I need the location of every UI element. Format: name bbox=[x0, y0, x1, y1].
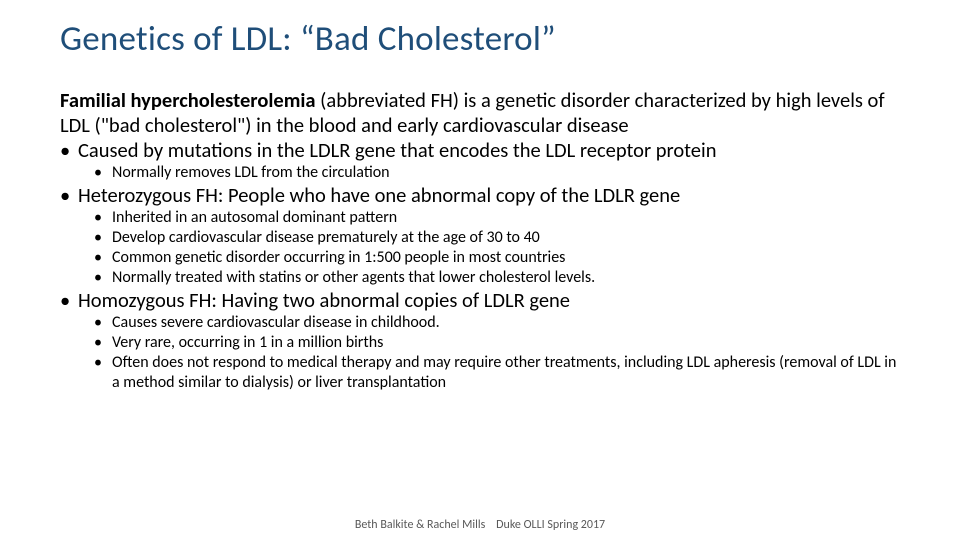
intro-bold-term: Familial hypercholesterolemia bbox=[60, 87, 316, 113]
bullet-homozygous: Homozygous FH: Having two abnormal copie… bbox=[60, 288, 900, 313]
bullet-cause: Caused by mutations in the LDLR gene tha… bbox=[60, 138, 900, 163]
bullet-hom-sub1: Causes severe cardiovascular disease in … bbox=[94, 313, 900, 333]
bullet-het-sub1: Inherited in an autosomal dominant patte… bbox=[94, 208, 900, 228]
slide-footer: Beth Balkite & Rachel Mills Duke OLLI Sp… bbox=[0, 518, 960, 532]
slide-container: Genetics of LDL: “Bad Cholesterol” Famil… bbox=[0, 0, 960, 540]
bullet-het-sub4: Normally treated with statins or other a… bbox=[94, 268, 900, 288]
bullet-het-sub2: Develop cardiovascular disease premature… bbox=[94, 228, 900, 248]
bullet-heterozygous: Heterozygous FH: People who have one abn… bbox=[60, 183, 900, 208]
bullet-het-sub3: Common genetic disorder occurring in 1:5… bbox=[94, 248, 900, 268]
bullet-cause-sub1: Normally removes LDL from the circulatio… bbox=[94, 163, 900, 183]
bullet-hom-sub2: Very rare, occurring in 1 in a million b… bbox=[94, 333, 900, 353]
intro-paragraph: Familial hypercholesterolemia (abbreviat… bbox=[60, 88, 900, 138]
slide-title: Genetics of LDL: “Bad Cholesterol” bbox=[60, 18, 900, 60]
main-bullets: Caused by mutations in the LDLR gene tha… bbox=[60, 138, 900, 393]
bullet-hom-sub3: Often does not respond to medical therap… bbox=[94, 353, 900, 393]
